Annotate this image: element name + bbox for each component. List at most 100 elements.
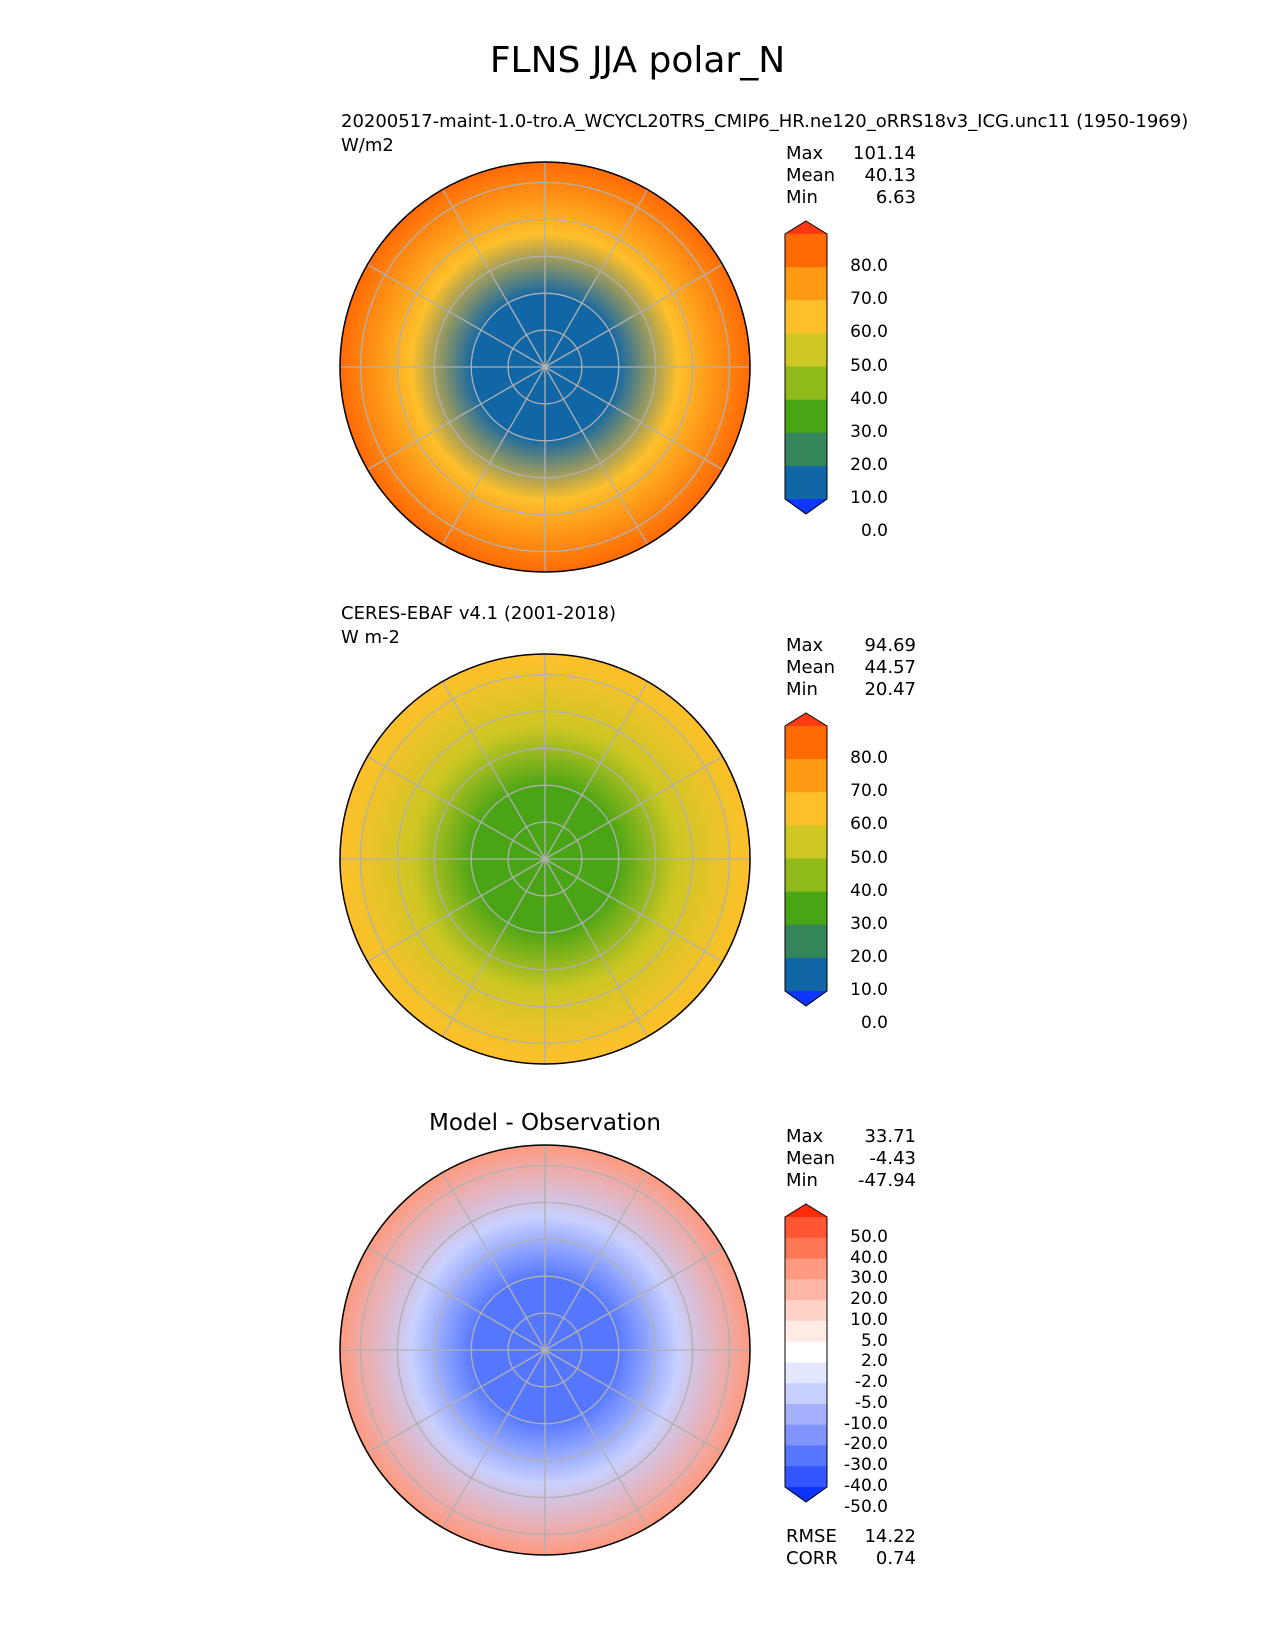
colorbar-tick-label: 0.0 <box>860 1013 888 1034</box>
colorbar-tick-label: 5.0 <box>860 1330 888 1351</box>
colorbar-segment <box>785 924 827 959</box>
colorbar-segment <box>785 1403 827 1426</box>
colorbar-segment <box>785 792 827 826</box>
colorbar-segment <box>785 465 827 500</box>
colorbar-tick-label: 60.0 <box>850 322 888 343</box>
colorbar-tick-label: -10.0 <box>844 1413 888 1434</box>
meridian-gridline <box>367 755 546 860</box>
meridian-gridline <box>544 366 723 471</box>
meridian-gridline <box>544 1246 723 1351</box>
colorbar-segment <box>785 957 827 992</box>
colorbar-extend-max <box>785 713 827 726</box>
colorbar-segment <box>785 267 827 301</box>
meridian-gridline <box>367 1246 546 1351</box>
meridian-gridline <box>544 858 649 1037</box>
colorbar-segment <box>785 1466 827 1488</box>
meridian-gridline <box>544 681 649 860</box>
model-colorbar <box>784 220 828 515</box>
meridian-gridline <box>367 858 546 963</box>
colorbar-segment <box>785 858 827 893</box>
meridian-gridline <box>367 366 546 471</box>
colorbar-tick-label: 30.0 <box>850 421 888 442</box>
colorbar-segment <box>785 1279 827 1301</box>
colorbar-tick-label: -2.0 <box>854 1372 888 1393</box>
meridian-gridline <box>441 1349 546 1528</box>
colorbar-extend-max <box>785 221 827 234</box>
colorbar-segment <box>785 300 827 334</box>
figure-title: FLNS JJA polar_N <box>489 40 786 81</box>
colorbar-tick-label: 40.0 <box>850 1247 888 1268</box>
colorbar-segment <box>785 1217 827 1239</box>
colorbar-outline <box>784 1203 828 1503</box>
colorbar-tick-label: 40.0 <box>850 880 888 901</box>
colorbar-extend-min <box>785 1487 827 1502</box>
colorbar-segment <box>785 432 827 467</box>
colorbar-segment <box>785 1320 827 1343</box>
colorbar-tick-label: 70.0 <box>850 289 888 310</box>
colorbar-tick-label: 0.0 <box>860 521 888 542</box>
colorbar-segment <box>785 1237 827 1260</box>
model-polar-map <box>339 161 751 573</box>
colorbar-tick-label: 10.0 <box>850 488 888 508</box>
colorbar-segment <box>785 759 827 793</box>
colorbar-segment <box>785 1383 827 1405</box>
colorbar-segment <box>785 726 827 760</box>
meridian-gridline <box>544 1349 723 1454</box>
colorbar-outline <box>784 712 828 1007</box>
colorbar-tick-label: 2.0 <box>860 1351 888 1372</box>
colorbar-tick-label: -50.0 <box>844 1496 888 1517</box>
meridian-gridline <box>367 263 546 368</box>
colorbar-segment <box>785 825 827 859</box>
colorbar-tick-label: 50.0 <box>850 355 888 376</box>
colorbar-segment <box>785 891 827 926</box>
colorbar-segment <box>785 1424 827 1446</box>
colorbar-tick-label: -40.0 <box>844 1476 888 1496</box>
colorbar-tick-label: -30.0 <box>844 1455 888 1476</box>
colorbar-segment <box>785 366 827 401</box>
colorbar-segment <box>785 1445 827 1467</box>
model-title: 20200517-maint-1.0-tro.A_WCYCL20TRS_CMIP… <box>341 111 1189 132</box>
meridian-gridline <box>544 189 649 368</box>
colorbar-tick-label: 80.0 <box>850 748 888 769</box>
meridian-gridline <box>441 189 546 368</box>
map-boundary <box>339 161 751 573</box>
colorbar-tick-label: 60.0 <box>850 814 888 835</box>
colorbar-tick-label: 40.0 <box>850 388 888 409</box>
colorbar-tick-label: 10.0 <box>850 980 888 1000</box>
diff-colorbar <box>784 1203 828 1503</box>
colorbar-outline <box>784 220 828 515</box>
colorbar-segment <box>785 1258 827 1280</box>
colorbar-tick-label: 30.0 <box>850 913 888 934</box>
colorbar-tick-label: 80.0 <box>850 256 888 277</box>
map-boundary <box>339 653 751 1065</box>
meridian-gridline <box>544 1349 649 1528</box>
colorbar-tick-label: 20.0 <box>850 454 888 475</box>
obs-title: CERES-EBAF v4.1 (2001-2018) <box>341 603 617 624</box>
colorbar-tick-label: 30.0 <box>850 1268 888 1289</box>
colorbar-tick-label: 50.0 <box>850 1226 888 1247</box>
colorbar-tick-label: -20.0 <box>844 1434 888 1455</box>
map-boundary <box>339 1144 751 1556</box>
colorbar-tick-label: 20.0 <box>850 1289 888 1310</box>
colorbar-segment <box>785 1300 827 1322</box>
colorbar-extend-max <box>785 1204 827 1217</box>
obs-polar-map <box>339 653 751 1065</box>
colorbar-segment <box>785 399 827 434</box>
colorbar-segment <box>785 234 827 268</box>
colorbar-tick-label: 20.0 <box>850 946 888 967</box>
colorbar-tick-label: -5.0 <box>854 1392 888 1413</box>
colorbar-tick-label: 10.0 <box>850 1309 888 1330</box>
meridian-gridline <box>441 366 546 545</box>
colorbar-extend-min <box>785 991 827 1006</box>
obs-units: W m-2 <box>341 627 401 648</box>
diff-title: Model - Observation <box>428 1110 662 1136</box>
meridian-gridline <box>544 755 723 860</box>
meridian-gridline <box>441 1172 546 1351</box>
colorbar-tick-label: 50.0 <box>850 847 888 868</box>
meridian-gridline <box>441 681 546 860</box>
meridian-gridline <box>544 366 649 545</box>
meridian-gridline <box>544 263 723 368</box>
meridian-gridline <box>544 858 723 963</box>
colorbar-segment <box>785 333 827 367</box>
colorbar-tick-label: 70.0 <box>850 781 888 802</box>
